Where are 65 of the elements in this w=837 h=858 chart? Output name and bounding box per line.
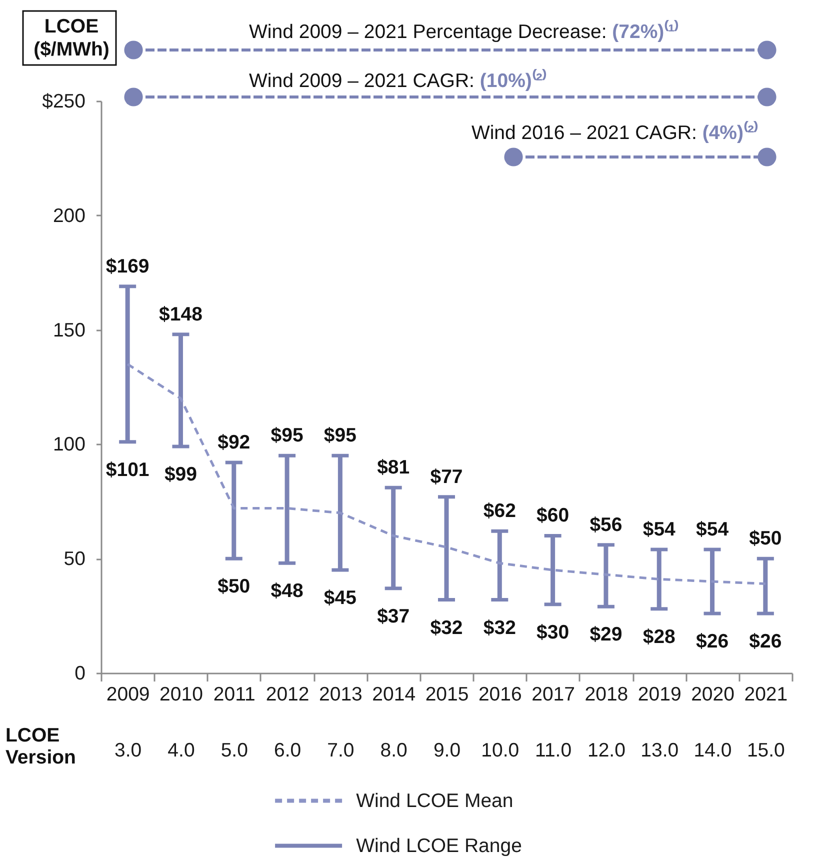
text: Wind 2009 – 2021 CAGR: (10%)⁽²⁾ [249,68,546,92]
annotation: $37 [377,605,410,628]
x-tick-label: 2012 [266,684,310,706]
y-tick-label: 100 [52,434,86,456]
x2-tick-label: 13.0 [640,740,679,762]
x2-axis-title: LCOE Version [6,724,76,768]
y-tick-label: 200 [52,204,86,227]
x2-tick-label: 7.0 [327,740,354,762]
x-tick-label: 2019 [638,684,682,706]
annotation: $50 [749,528,782,550]
y-tick-label: 50 [64,548,86,570]
y-tick-label: 0 [74,662,86,684]
x-tick-label: 2011 [213,684,256,706]
annotation: $56 [590,514,622,536]
annotation: Wind 2016 – 2021 CAGR: (4%)⁽²⁾ [471,120,758,144]
annotation: $50 [218,576,250,598]
annotation: $32 [483,616,516,639]
annotation: $32 [430,616,463,639]
x-tick-label: 2013 [318,684,362,706]
annotation: $77 [430,466,463,488]
x2-tick-label: 3.0 [114,740,142,762]
annotation: $54 [696,518,729,540]
x2-tick-label: 9.0 [433,740,461,762]
annotation: $26 [749,630,782,653]
y-tick-label: 150 [52,319,86,342]
annotation: $60 [536,504,570,527]
annotation: $101 [106,458,150,481]
y-tick-label: $250 [42,90,86,112]
annotation: $29 [590,624,622,646]
y-axis-title: LCOE ($/MWh) [34,16,110,60]
annotation: $148 [159,303,203,326]
legend-label: Wind LCOE Mean [356,790,514,812]
x2-tick-label: 10.0 [481,740,520,762]
x-tick-label: 2015 [425,684,469,706]
annotation: $95 [324,424,357,447]
annotation: $54 [642,518,676,540]
annotation: $48 [270,580,304,602]
x2-tick-label: 8.0 [380,740,408,762]
annotation: $28 [642,626,676,648]
x-tick-label: 2014 [372,684,416,706]
x2-tick-label: 14.0 [694,740,732,762]
x2-tick-label: 12.0 [587,740,626,762]
x-tick-label: 2010 [160,684,204,706]
text: Wind 2009 – 2021 Percentage Decrease: (72%)⁽¹⁾ [249,19,679,43]
x-tick-label: 2017 [532,684,576,706]
annotation: $30 [536,621,570,644]
x2-tick-label: 15.0 [746,740,786,762]
x-tick-label: 2009 [106,684,150,706]
x-tick-label: 2018 [584,684,628,706]
x2-tick-label: 5.0 [220,740,248,762]
annotation: $45 [324,587,357,610]
x-tick-label: 2016 [478,684,522,706]
x2-tick-label: 4.0 [168,740,195,762]
annotation: $169 [106,255,150,278]
x-tick-label: 2020 [691,684,735,706]
annotation: $92 [218,432,250,454]
x2-tick-label: 6.0 [274,740,302,762]
x2-tick-label: 11.0 [535,740,572,762]
legend-label: Wind LCOE Range [356,834,522,857]
annotation: $95 [270,424,304,447]
annotation: $62 [483,500,516,522]
annotation: $99 [164,463,198,486]
annotation: $81 [377,456,410,479]
x-tick-label: 2021 [744,684,788,706]
annotation: $26 [696,630,729,653]
